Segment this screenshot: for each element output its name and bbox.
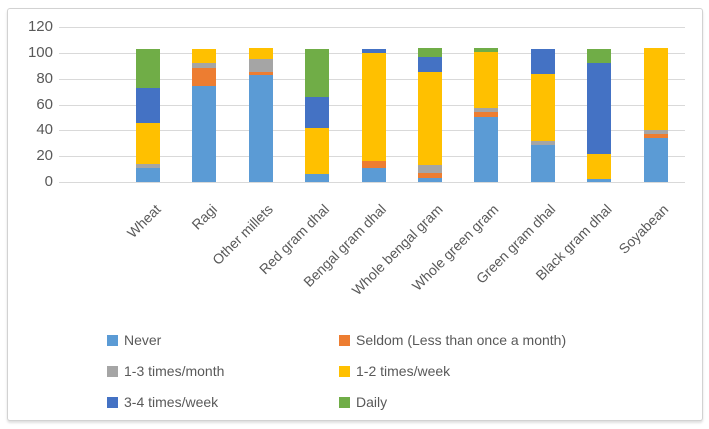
legend-item: Daily (339, 394, 387, 410)
bar-segment (474, 51, 499, 109)
legend-item: 1-2 times/week (339, 363, 450, 379)
bar-segment (418, 72, 442, 166)
bar-segment (530, 49, 555, 74)
bar-segment (192, 68, 217, 87)
bar-segment (530, 73, 555, 141)
bar-segment (361, 49, 386, 53)
bar-segment (248, 47, 273, 60)
legend-swatch-icon (339, 334, 350, 346)
bar-segment (418, 173, 442, 179)
bar-segment (136, 163, 160, 168)
x-axis-category-label: Ragi (188, 201, 220, 233)
plot-area: 0 20 40 60 80 100 120 Wheat Ragi Other millets Red… (8, 9, 702, 420)
y-axis-tick-label: 60 (36, 95, 53, 113)
bar-segment (643, 138, 668, 182)
bar-segment (587, 179, 612, 182)
bar-segment (474, 112, 499, 118)
y-axis-tick-label: 0 (44, 173, 53, 190)
y-axis-tick-label: 20 (36, 147, 53, 165)
x-axis-category-label: Soyabean (615, 201, 671, 257)
legend-label: 1-2 times/week (356, 363, 451, 379)
bar-segment (192, 86, 217, 182)
chart-frame[interactable]: 0 20 40 60 80 100 120 Wheat Ragi Other millets Red… (7, 8, 703, 421)
gridline (59, 182, 685, 183)
legend-label: Never (124, 332, 162, 348)
bar-segment (136, 87, 160, 123)
y-axis-tick-label: 40 (36, 121, 53, 139)
bar-segment (643, 130, 668, 135)
y-axis-tick-label: 100 (27, 43, 53, 61)
bar-segment (643, 47, 668, 131)
gridline (59, 27, 685, 28)
legend-item: Seldom (Less than once a month) (339, 332, 566, 348)
bar-segment (643, 134, 668, 139)
bar-segment (587, 153, 612, 180)
bar-segment (136, 167, 160, 182)
legend-item: Never (107, 332, 161, 348)
bar-segment (305, 96, 330, 128)
bar-segment (361, 161, 386, 168)
legend-label: Daily (356, 394, 388, 410)
legend-item: 3-4 times/week (107, 394, 218, 410)
bar-segment (248, 72, 273, 75)
y-axis-tick-label: 120 (27, 18, 53, 35)
legend-label: 3-4 times/week (124, 394, 219, 410)
bar-segment (136, 49, 160, 88)
legend-swatch-icon (107, 396, 118, 408)
bar-segment (136, 122, 160, 164)
legend-swatch-icon (107, 334, 118, 346)
bar-segment (305, 49, 330, 97)
legend-swatch-icon (107, 365, 118, 377)
bar-segment (418, 56, 442, 73)
bar-segment (361, 52, 386, 162)
y-axis-tick-label: 80 (36, 69, 53, 87)
bar-segment (418, 165, 442, 173)
bar-segment (305, 174, 330, 183)
legend-label: 1-3 times/month (124, 363, 225, 379)
x-axis-category-label: Wheat (123, 201, 164, 241)
legend-label: Seldom (Less than once a month) (356, 332, 567, 348)
legend-swatch-icon (339, 365, 350, 377)
bar-segment (361, 167, 386, 182)
legend-swatch-icon (339, 396, 350, 408)
bar-segment (192, 63, 217, 69)
bar-segment (474, 47, 499, 52)
bar-segment (474, 108, 499, 113)
bar-segment (418, 178, 442, 182)
bar-segment (530, 144, 555, 182)
bar-segment (587, 63, 612, 154)
bar-segment (474, 117, 499, 182)
bar-segment (418, 47, 442, 57)
bar-segment (248, 59, 273, 73)
bar-segment (587, 49, 612, 64)
bar-segment (192, 49, 217, 64)
bar-segment (530, 140, 555, 145)
legend-item: 1-3 times/month (107, 363, 224, 379)
bar-segment (305, 127, 330, 175)
bar-segment (248, 74, 273, 182)
